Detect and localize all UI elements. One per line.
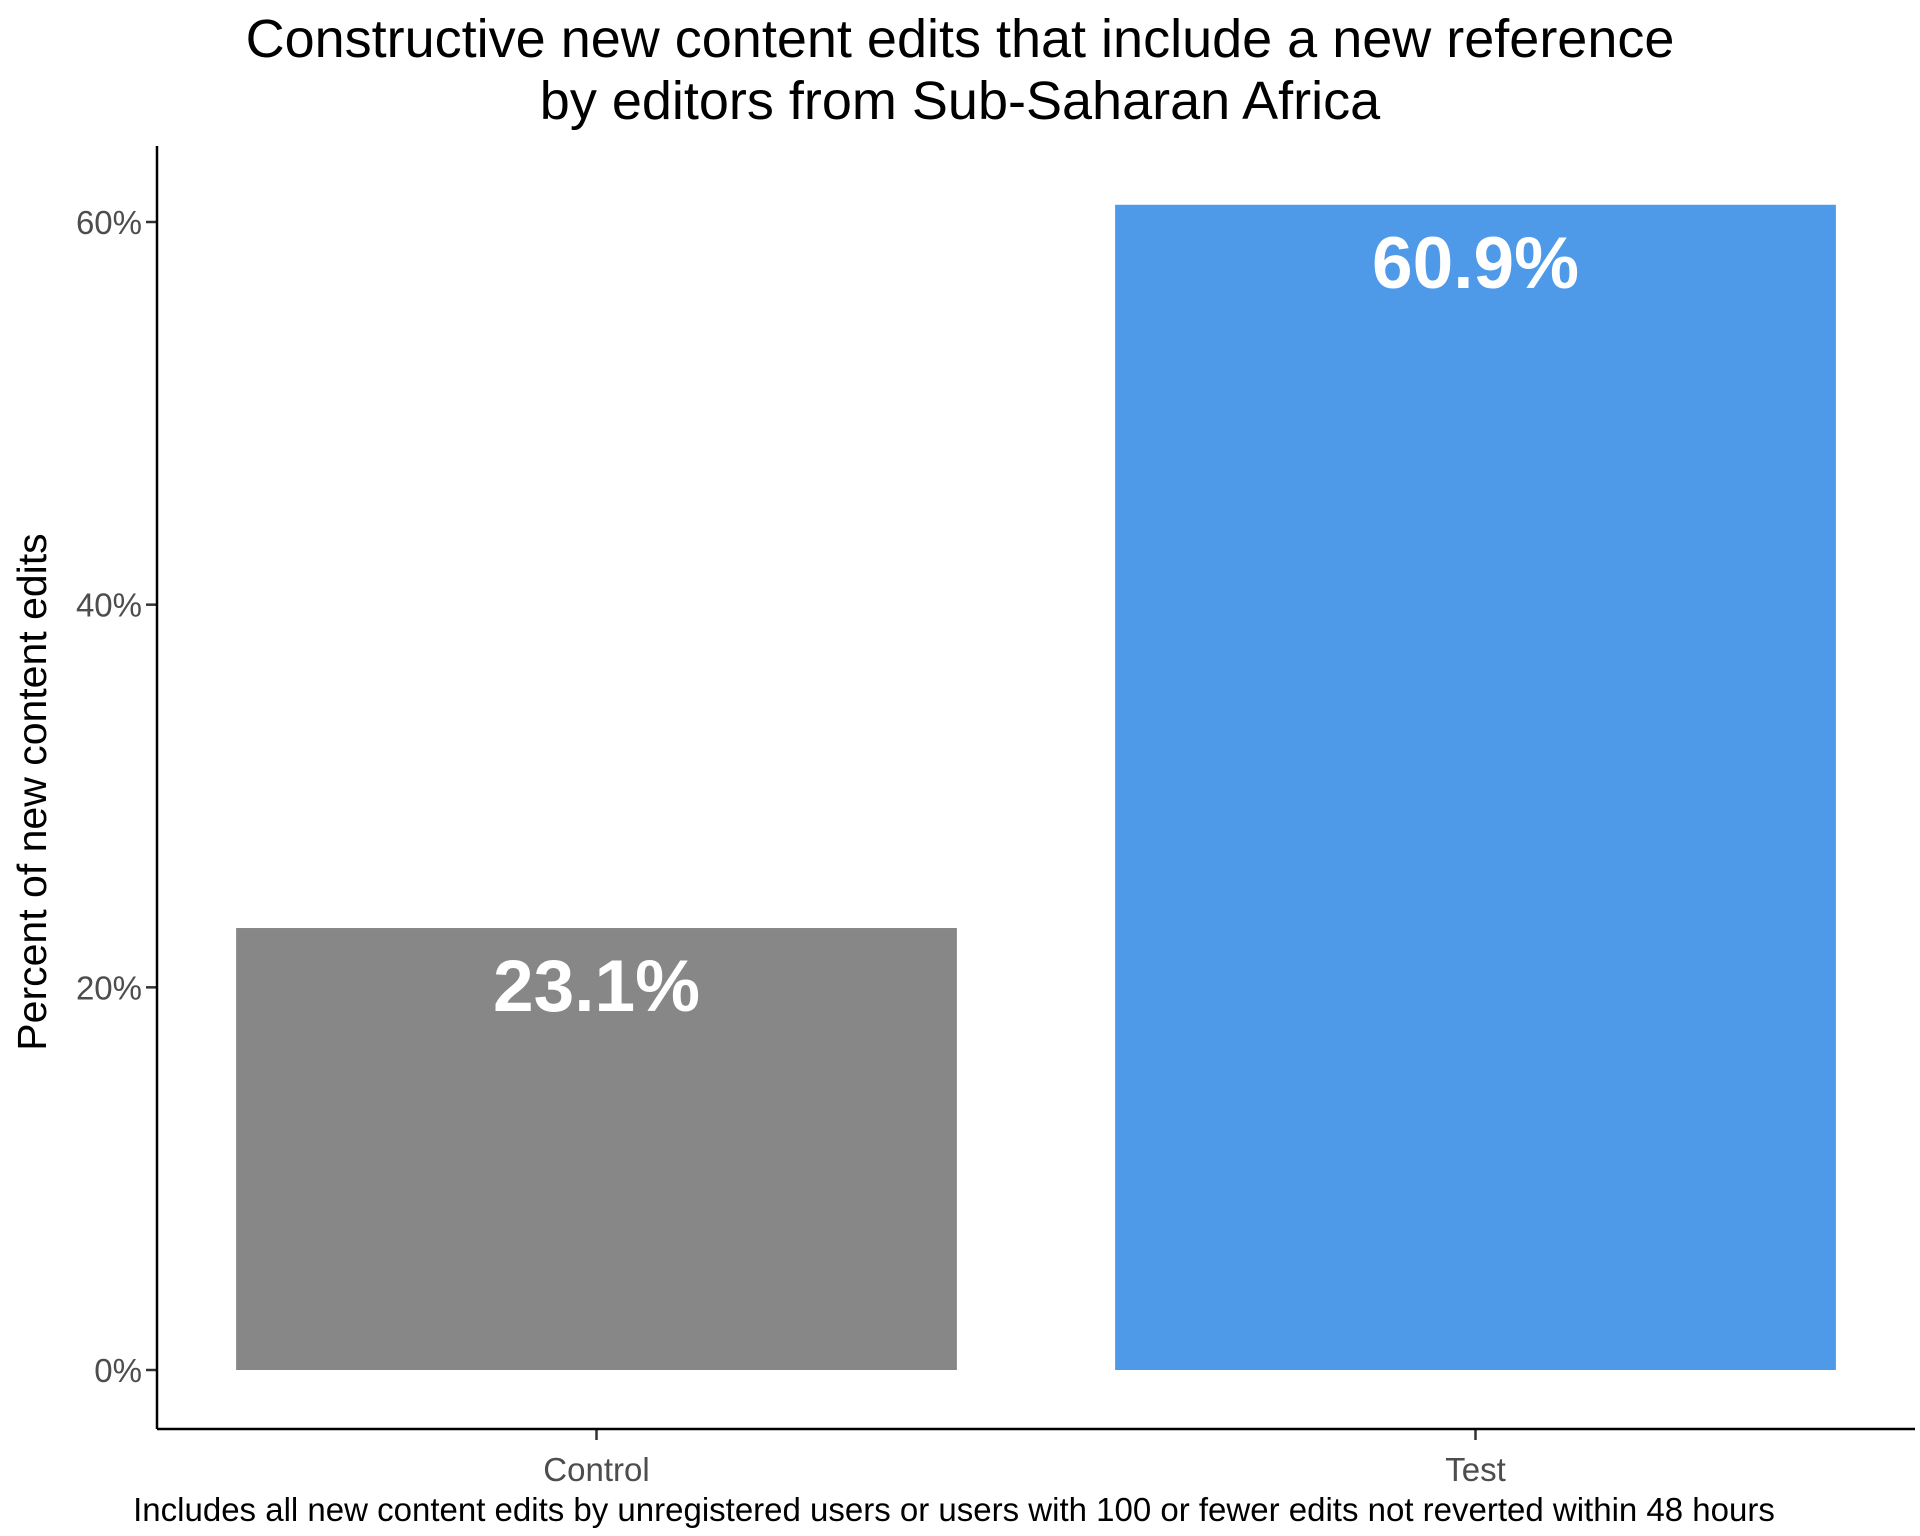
data-labels-group: 23.1% 60.9% bbox=[493, 223, 1579, 1027]
y-tick-label: 60% bbox=[76, 204, 142, 241]
bars-group bbox=[236, 204, 1836, 1370]
chart-title-line-2: by editors from Sub-Saharan Africa bbox=[540, 71, 1381, 131]
y-axis-title: Percent of new content edits bbox=[9, 533, 55, 1050]
y-tick-label: 0% bbox=[94, 1352, 142, 1389]
bar-control bbox=[236, 928, 957, 1370]
x-axis-ticks: Control Test bbox=[543, 1429, 1506, 1488]
data-label-control: 23.1% bbox=[493, 946, 700, 1027]
data-label-test: 60.9% bbox=[1372, 223, 1579, 304]
y-tick-label: 40% bbox=[76, 587, 142, 624]
y-axis-ticks: 0% 20% 40% 60% bbox=[76, 204, 157, 1389]
chart-caption: Includes all new content edits by unregi… bbox=[133, 1491, 1775, 1528]
chart-title-line-1: Constructive new content edits that incl… bbox=[246, 9, 1675, 69]
x-tick-label: Test bbox=[1445, 1451, 1506, 1488]
bar-test bbox=[1115, 204, 1836, 1370]
x-tick-label: Control bbox=[543, 1451, 649, 1488]
y-tick-label: 20% bbox=[76, 969, 142, 1006]
